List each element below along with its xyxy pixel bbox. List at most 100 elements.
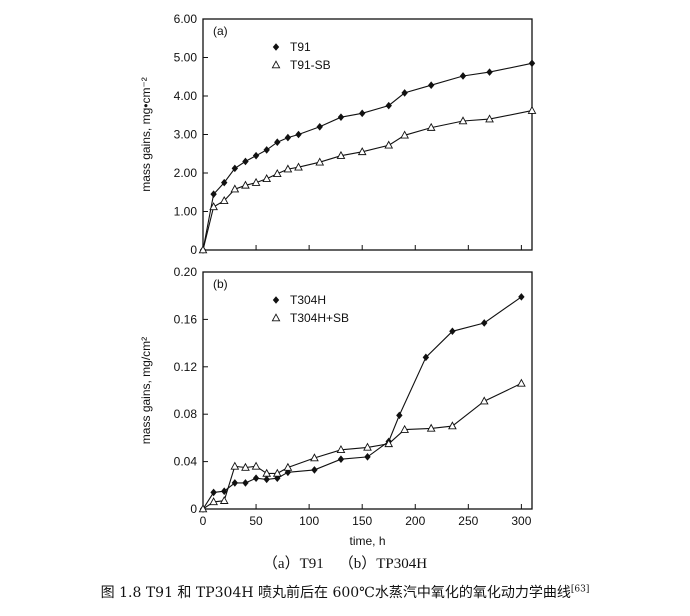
data-point <box>385 101 392 110</box>
data-point <box>310 453 319 462</box>
data-point <box>481 319 488 327</box>
legend-marker <box>272 296 280 304</box>
data-point <box>210 190 217 198</box>
data-point <box>263 475 270 484</box>
data-point <box>486 68 493 76</box>
y-tick-label: 5.00 <box>174 51 198 65</box>
data-point <box>363 442 372 451</box>
data-point <box>219 495 229 504</box>
x-tick-label: 50 <box>249 514 263 528</box>
data-point <box>295 130 302 139</box>
series-t91 <box>199 59 536 254</box>
data-point <box>283 462 293 471</box>
data-point <box>294 162 303 171</box>
y-tick-label: 0 <box>190 243 197 257</box>
legend-marker <box>271 313 281 322</box>
legend-marker <box>272 43 280 51</box>
data-point <box>449 327 456 336</box>
data-point <box>252 151 260 160</box>
data-point <box>426 423 436 432</box>
data-point <box>262 174 272 183</box>
data-point <box>384 140 394 149</box>
data-point <box>479 396 489 405</box>
series-t304h <box>199 293 525 513</box>
figure-caption-text: 图 1.8 T91 和 TP304H 喷丸前后在 600℃水蒸汽中氧化的氧化动力… <box>100 585 571 601</box>
data-point <box>219 195 229 204</box>
plot-frame <box>202 18 533 251</box>
data-point <box>242 479 249 487</box>
data-point <box>198 245 208 254</box>
data-point <box>337 455 345 464</box>
data-point <box>241 462 250 471</box>
data-point <box>316 123 323 131</box>
y-tick-label: 3.00 <box>174 128 198 142</box>
legend-label: T91-SB <box>290 58 331 72</box>
series-line <box>202 62 533 251</box>
x-tick-label: 0 <box>200 514 207 528</box>
data-point <box>209 202 218 211</box>
data-point <box>274 138 281 146</box>
x-tick-label: 250 <box>458 514 478 528</box>
y-tick-label: 2.00 <box>174 166 198 180</box>
data-point <box>400 130 410 139</box>
data-point <box>401 89 408 97</box>
data-point <box>426 122 436 131</box>
x-tick-label: 300 <box>511 514 531 528</box>
data-point <box>230 184 240 193</box>
data-point <box>263 146 270 154</box>
data-point <box>528 59 536 68</box>
series-line <box>202 296 522 510</box>
x-tick-label: 200 <box>405 514 425 528</box>
data-point <box>315 157 325 166</box>
panel-label: (b) <box>213 277 228 291</box>
data-point <box>400 424 410 433</box>
series-line <box>202 382 522 510</box>
data-point <box>337 113 345 121</box>
figure-caption-ref: [63] <box>570 584 590 595</box>
data-point <box>231 164 239 173</box>
data-point <box>458 116 468 125</box>
y-tick-label: 0.16 <box>174 312 198 326</box>
data-point <box>364 453 371 461</box>
data-point <box>272 468 282 477</box>
x-tick-label: 100 <box>299 514 319 528</box>
series-t91-sb <box>198 105 537 254</box>
data-point <box>485 114 494 123</box>
data-point <box>251 177 261 186</box>
data-point <box>209 497 218 506</box>
data-point <box>518 293 525 301</box>
panel-b: 0 0.04 0.08 0.12 0.16 0.20 0 50 100 150 200 250 300 (… <box>139 265 533 548</box>
data-point <box>242 157 249 166</box>
data-point <box>336 150 346 159</box>
y-tick-label: 0 <box>190 502 197 516</box>
y-tick-label: 4.00 <box>174 89 198 103</box>
data-point <box>198 504 208 513</box>
data-point <box>231 479 239 487</box>
data-point <box>357 147 367 156</box>
data-point <box>459 72 467 80</box>
data-point <box>358 109 366 118</box>
y-tick-label: 6.00 <box>174 12 198 26</box>
plot-frame <box>202 271 533 510</box>
legend-label: T91 <box>290 40 311 54</box>
legend-label: T304H <box>290 293 326 307</box>
data-point <box>427 81 435 90</box>
series-line <box>202 110 533 251</box>
series-t304h-sb <box>198 378 526 513</box>
data-point <box>241 180 250 189</box>
sub-caption: （a）T91 （b）TP304H <box>262 556 428 572</box>
figure-caption: 图 1.8 T91 和 TP304H 喷丸前后在 600℃水蒸汽中氧化的氧化动力… <box>0 582 690 602</box>
y-tick-label: 0.08 <box>174 407 198 421</box>
legend-label: T304H+SB <box>290 311 349 325</box>
data-point <box>517 378 526 387</box>
data-point <box>527 105 537 114</box>
data-point <box>252 474 260 482</box>
y-tick-label: 0.04 <box>174 455 198 469</box>
panel-a: 0 1.00 2.00 3.00 4.00 5.00 6.00 (a) mass gains, … <box>139 12 537 257</box>
data-point <box>221 487 228 496</box>
data-point <box>284 468 292 477</box>
x-tick-label: 150 <box>352 514 372 528</box>
data-point <box>272 169 282 178</box>
legend-marker <box>271 60 281 69</box>
